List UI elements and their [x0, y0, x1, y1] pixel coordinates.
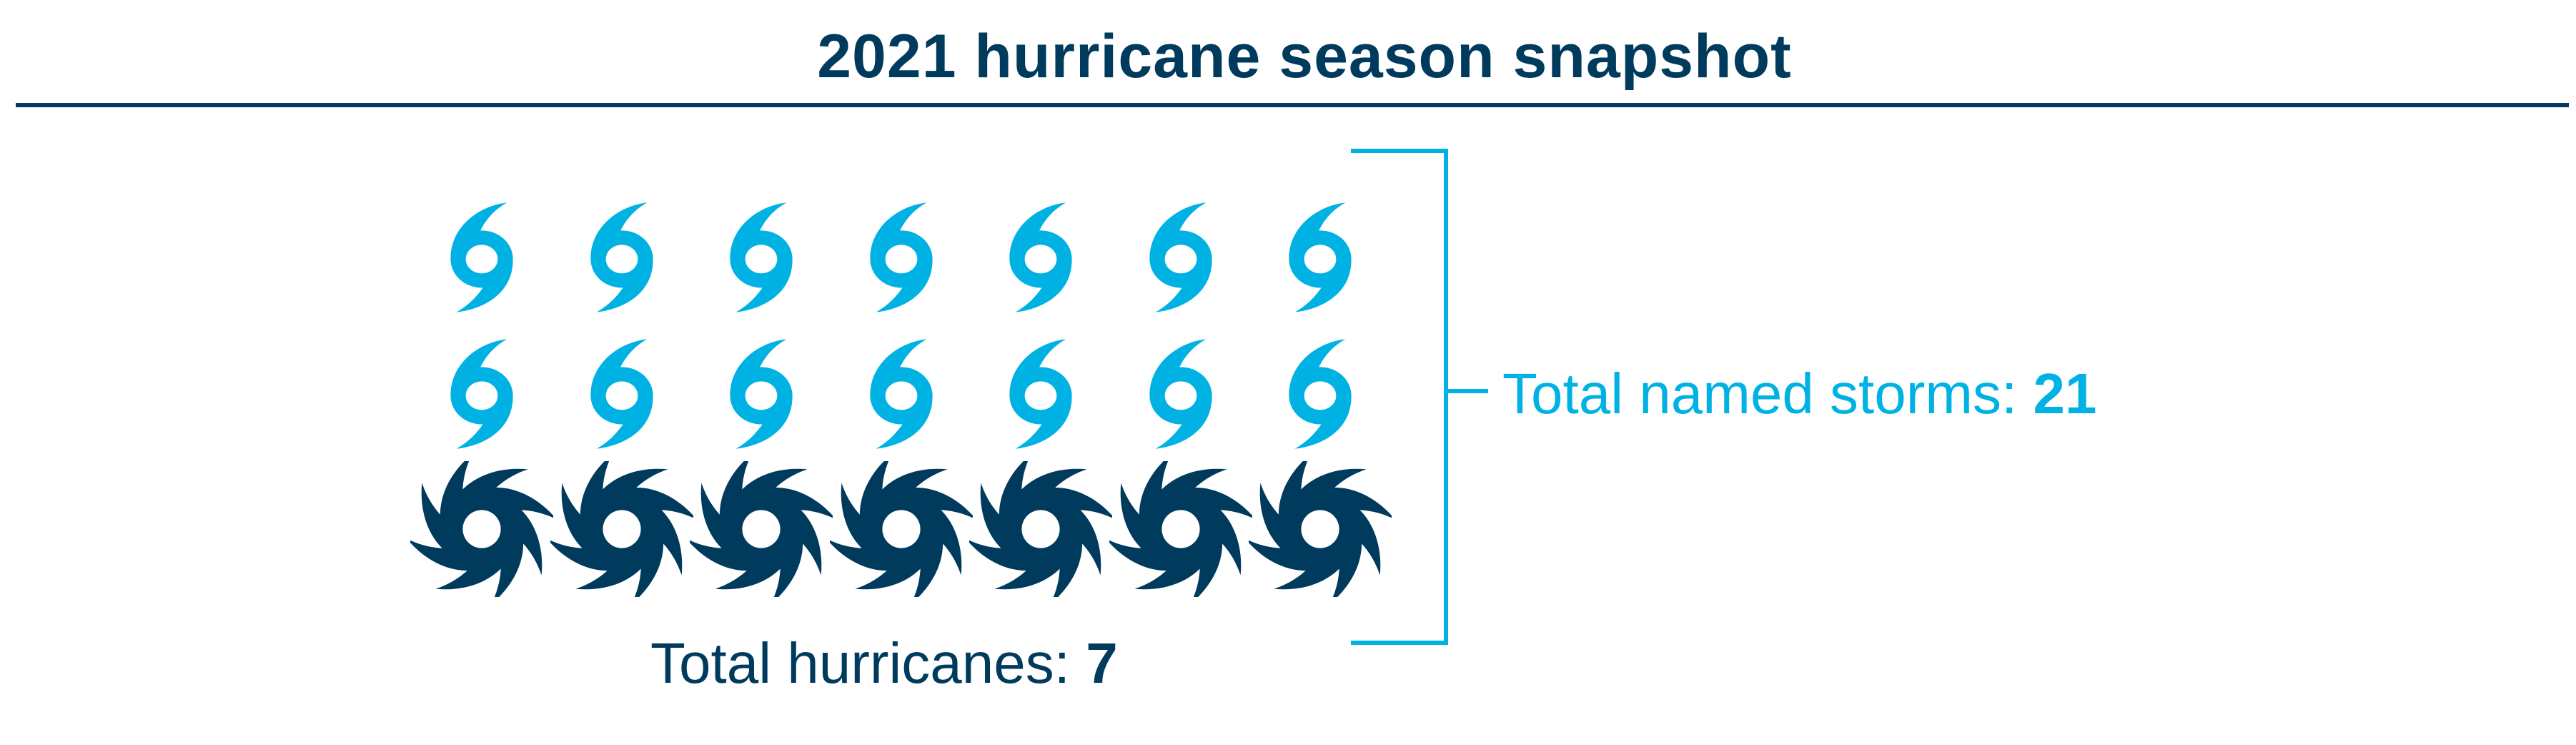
tropical-storm-icon: [1278, 196, 1362, 317]
tropical-storm-icon: [440, 332, 524, 454]
hurricane-icon: [1245, 454, 1395, 604]
tropical-storm-icon: [1139, 332, 1223, 454]
hurricane-icon: [826, 454, 976, 604]
title-divider: [16, 103, 2569, 107]
tropical-storm-icon: [580, 332, 664, 454]
tropical-storm-icon: [999, 196, 1083, 317]
named-storms-text: Total named storms:: [1502, 362, 2018, 425]
named-storms-label: Total named storms: 21: [1502, 361, 2097, 427]
tropical-storm-icon: [999, 332, 1083, 454]
hurricanes-value: 7: [1086, 631, 1118, 695]
hurricane-icon: [966, 454, 1116, 604]
tropical-storm-icon: [1139, 196, 1223, 317]
tropical-storm-icon: [1278, 332, 1362, 454]
hurricane-icon: [686, 454, 836, 604]
hurricane-icon: [407, 454, 557, 604]
tropical-storm-icon: [859, 332, 943, 454]
hurricanes-label: Total hurricanes: 7: [650, 631, 1118, 696]
tropical-storm-icon: [719, 196, 803, 317]
tropical-storm-icon: [859, 196, 943, 317]
hurricane-icon: [546, 454, 697, 604]
tropical-storm-icon: [580, 196, 664, 317]
hurricane-icon: [1105, 454, 1256, 604]
named-storms-bracket: [1351, 149, 1448, 645]
bracket-tick: [1448, 389, 1488, 393]
named-storms-value: 21: [2033, 362, 2097, 425]
tropical-storm-icon: [440, 196, 524, 317]
page-title: 2021 hurricane season snapshot: [817, 22, 1792, 91]
hurricanes-text: Total hurricanes:: [650, 631, 1070, 695]
tropical-storm-icon: [719, 332, 803, 454]
